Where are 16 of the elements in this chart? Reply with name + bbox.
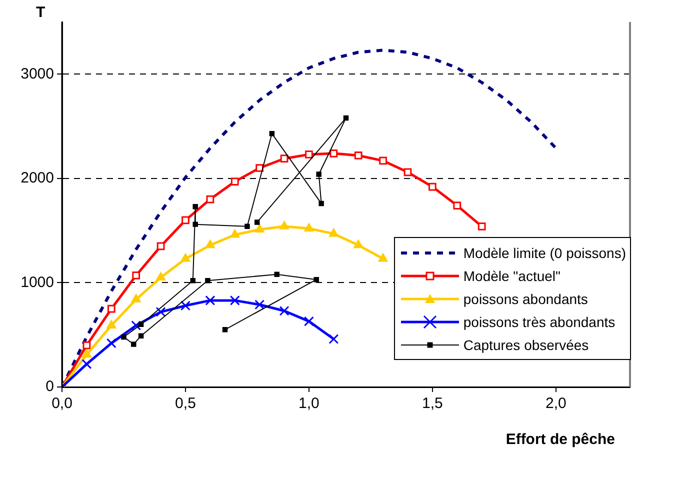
legend-label: Captures observées — [463, 336, 589, 352]
legend-label: poissons abondants — [463, 290, 588, 306]
y-axis-title: T — [36, 4, 46, 21]
x-tick-label: 0,0 — [52, 395, 72, 412]
x-tick-label: 1,0 — [298, 395, 320, 412]
x-axis-title: Effort de pêche — [506, 431, 615, 448]
legend-label: Modèle "actuel" — [463, 268, 560, 284]
y-tick-label: 0 — [46, 378, 54, 396]
legend-label: poissons très abondants — [463, 314, 616, 330]
x-tick-label: 0,5 — [175, 395, 196, 412]
y-tick-label: 3000 — [20, 65, 54, 82]
x-tick-label: 1,5 — [422, 395, 443, 412]
y-tick-label: 1000 — [20, 274, 54, 291]
legend-label: Modèle limite (0 poissons) — [463, 244, 626, 260]
y-tick-label: 2000 — [20, 170, 54, 187]
x-tick-label: 2,0 — [545, 395, 566, 412]
